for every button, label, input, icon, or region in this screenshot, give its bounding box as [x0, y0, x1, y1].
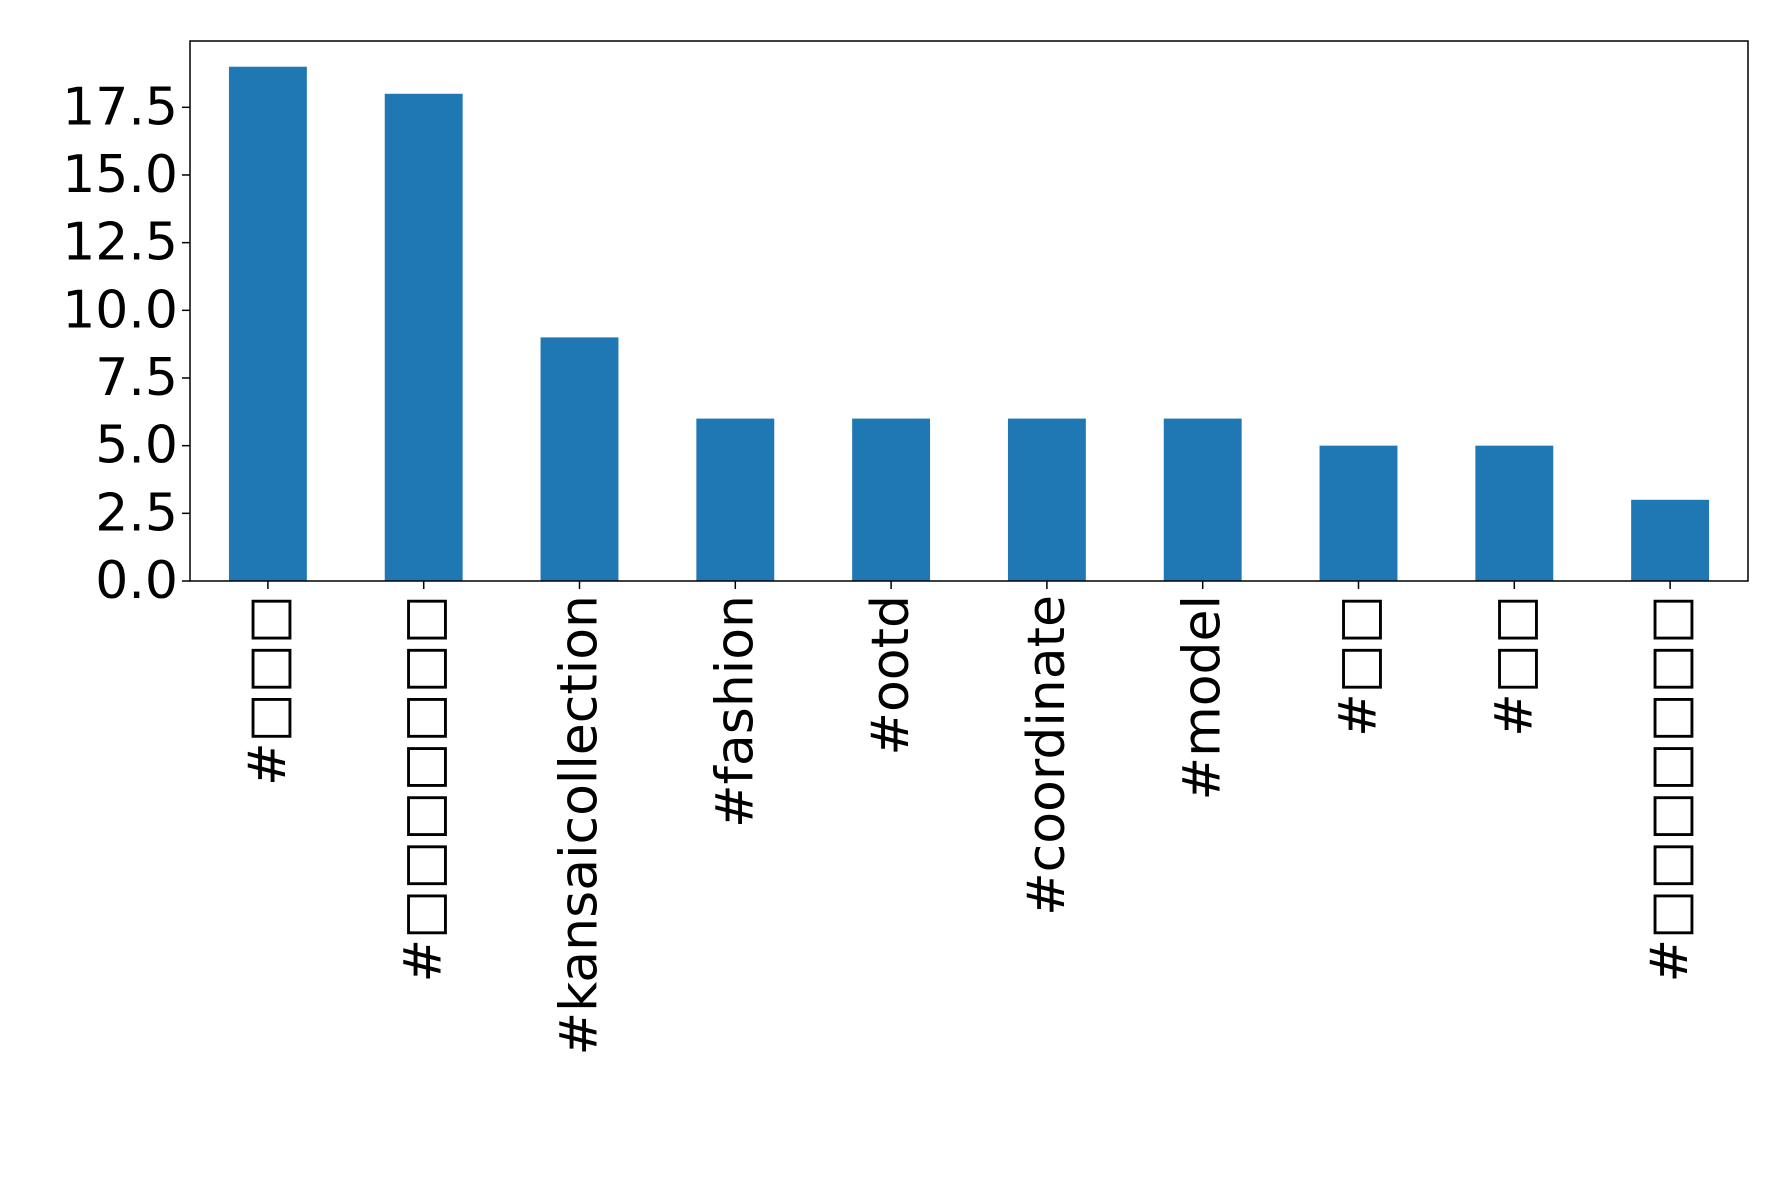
x-tick-label: #model [1173, 595, 1233, 801]
bar [540, 337, 619, 581]
x-tick-label: #fashion [705, 595, 765, 828]
x-tick-label: #kansaicollection [550, 595, 610, 1055]
y-tick-label: 5.0 [95, 416, 178, 476]
y-tick-label: 17.5 [62, 77, 178, 137]
y-tick-label: 15.0 [62, 145, 178, 205]
bar [228, 66, 307, 581]
bar [1475, 445, 1554, 581]
y-tick-label: 10.0 [62, 280, 178, 340]
x-tick-label: #□□ [1484, 595, 1544, 737]
bar [1631, 499, 1710, 581]
x-tick-label: #□□□□□□□ [1640, 595, 1700, 983]
bar [696, 418, 775, 581]
y-tick-label: 12.5 [62, 213, 178, 273]
x-tick-label: #□□□ [238, 595, 298, 786]
bar [1007, 418, 1086, 581]
x-tick-label: #ootd [861, 595, 921, 756]
x-tick-label: #□□□□□□□ [394, 595, 454, 983]
bar [852, 418, 931, 581]
bar [1163, 418, 1242, 581]
y-tick-label: 0.0 [95, 551, 178, 611]
y-tick-label: 7.5 [95, 348, 178, 408]
bar [1319, 445, 1398, 581]
x-tick-label: #□□ [1329, 595, 1389, 737]
x-tick-label: #coordinate [1017, 595, 1077, 916]
y-tick-label: 2.5 [95, 483, 178, 543]
bar [384, 93, 463, 581]
plot-frame [189, 40, 1749, 582]
